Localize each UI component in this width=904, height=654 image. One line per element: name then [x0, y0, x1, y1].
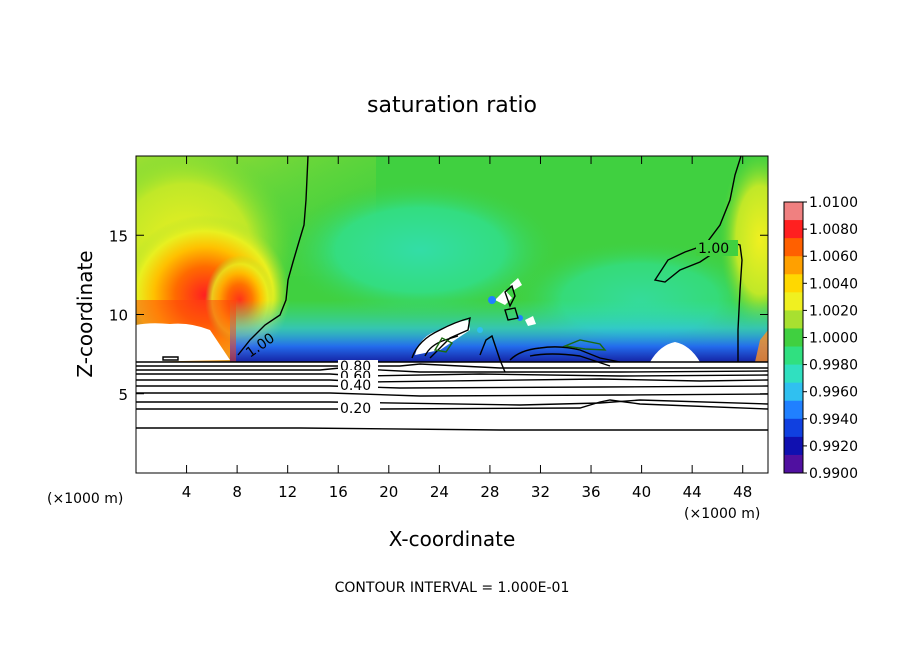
x-unit-left: (×1000 m) — [47, 491, 123, 507]
colorbar-swatch — [784, 292, 803, 311]
colorbar-swatch — [784, 220, 803, 239]
colorbar-tick-label: 0.9940 — [809, 412, 858, 428]
colorbar-tick-label: 1.0060 — [809, 249, 858, 265]
y-tick-label: 5 — [118, 386, 128, 404]
chart-title: saturation ratio — [367, 93, 537, 118]
colorbar-tick-label: 1.0000 — [809, 331, 858, 347]
y-axis: 5 10 15 — [109, 227, 768, 404]
y-tick-label: 10 — [109, 307, 128, 325]
x-tick-label: 36 — [581, 483, 600, 501]
x-tick-label: 48 — [733, 483, 752, 501]
x-tick-label: 28 — [480, 483, 499, 501]
colorbar-swatch — [784, 418, 803, 438]
contour-label: 0.20 — [340, 401, 371, 417]
x-tick-label: 20 — [379, 483, 398, 501]
contour-label: 0.40 — [340, 378, 371, 394]
x-tick-label: 32 — [531, 483, 550, 501]
colorbar-tick-label: 0.9960 — [809, 385, 858, 401]
colorbar-tick-label: 0.9900 — [809, 466, 858, 482]
colorbar-swatch — [784, 328, 803, 348]
contour-lines — [136, 156, 768, 431]
x-tick-label: 40 — [632, 483, 651, 501]
colorbar-swatch — [784, 346, 803, 366]
colorbar-swatch — [784, 274, 803, 293]
colorbar-swatch — [784, 436, 803, 456]
x-axis-title: X-coordinate — [389, 527, 516, 551]
x-tick-label: 16 — [329, 483, 348, 501]
colorbar-tick-label: 1.0040 — [809, 276, 858, 292]
colorbar: 1.0100 1.0080 1.0060 1.0040 1.0020 1.0000 0.99… — [783, 195, 858, 482]
colorbar-tick-label: 1.0100 — [809, 195, 858, 211]
x-tick-label: 44 — [683, 483, 702, 501]
colorbar-swatch — [784, 364, 803, 384]
x-tick-label: 12 — [278, 483, 297, 501]
x-tick-label: 4 — [182, 483, 192, 501]
x-unit-right: (×1000 m) — [684, 506, 760, 522]
contour-interval-note: CONTOUR INTERVAL = 1.000E-01 — [335, 580, 570, 596]
colorbar-swatch — [784, 238, 803, 257]
contour-label: 1.00 — [698, 241, 729, 257]
x-axis: 4 8 12 16 20 24 28 32 36 40 44 48 — [182, 156, 752, 501]
colorbar-tick-label: 0.9920 — [809, 439, 858, 455]
colorbar-swatch — [784, 202, 803, 221]
y-tick-label: 15 — [109, 227, 128, 245]
colorbar-tick-label: 1.0080 — [809, 222, 858, 238]
colorbar-swatch — [784, 310, 803, 329]
colorbar-swatch — [784, 256, 803, 275]
saturation-field — [136, 156, 768, 473]
y-axis-title: Z-coordinate — [73, 250, 97, 377]
x-tick-label: 24 — [430, 483, 449, 501]
colorbar-tick-label: 0.9980 — [809, 358, 858, 374]
colorbar-swatch — [784, 382, 803, 402]
x-tick-label: 8 — [232, 483, 242, 501]
colorbar-swatch — [784, 400, 803, 420]
contour-labels: 1.00 1.00 0.80 0.60 0.40 0.20 — [243, 240, 738, 417]
colorbar-tick-label: 1.0020 — [809, 303, 858, 319]
colorbar-swatch — [784, 454, 803, 474]
